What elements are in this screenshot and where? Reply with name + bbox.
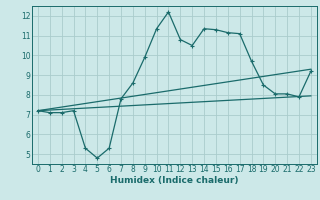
X-axis label: Humidex (Indice chaleur): Humidex (Indice chaleur) (110, 176, 239, 185)
